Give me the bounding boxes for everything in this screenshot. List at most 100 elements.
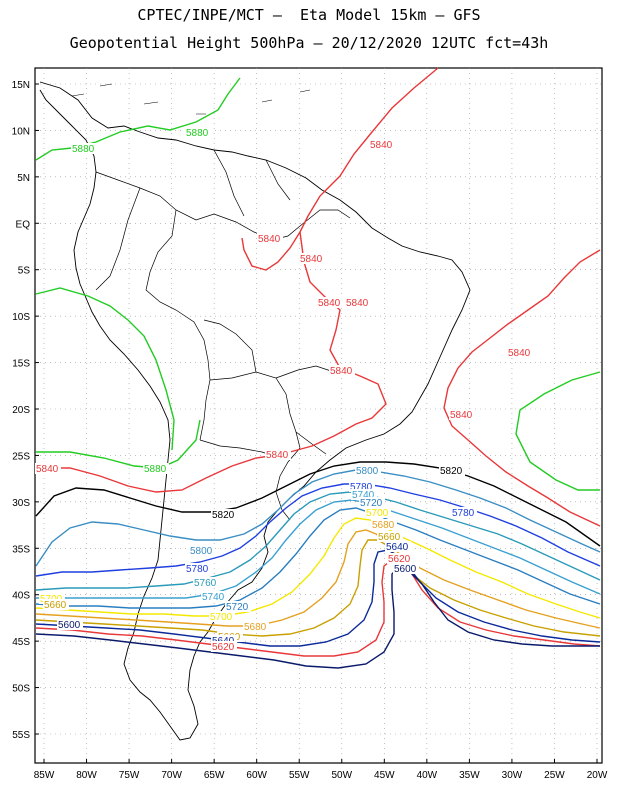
lon-tick-label: 50W: [331, 770, 352, 781]
contour-5880-north: [35, 77, 241, 161]
contour-label-5780: 5780: [452, 508, 475, 519]
contour-label-background: [201, 591, 227, 602]
axis-tick-labels: 15N 10N 5N EQ 5S 10S 15S 20S 25S 30S 35S 40S 45S 50S 5…: [12, 80, 608, 781]
contour-label-background: [193, 577, 219, 588]
contour-label-5840: 5840: [36, 464, 59, 475]
contour-label-background: [185, 563, 211, 574]
contour-5680: [35, 529, 601, 629]
contour-5820: [35, 461, 601, 547]
contour-label-background: [439, 465, 465, 476]
contour-label-5680: 5680: [372, 520, 395, 531]
contour-labels: 5880 5880 5880 5840 5840 5840 5840 5840 5840 5840…: [35, 127, 533, 653]
contour-label-background: [211, 509, 237, 520]
contour-label-background: [329, 365, 355, 376]
contour-label-background: [369, 139, 395, 150]
contour-label-5840: 5840: [508, 348, 531, 359]
contour-label-background: [39, 593, 65, 604]
contour-label-background: [35, 463, 61, 474]
contour-label-5660: 5660: [378, 532, 401, 543]
contour-5760: [35, 491, 601, 591]
contour-label-background: [365, 507, 391, 518]
lon-tick-label: 60W: [246, 770, 267, 781]
contour-label-5720: 5720: [226, 602, 249, 613]
geopotential-contours: [35, 67, 601, 669]
contour-label-5840: 5840: [266, 450, 289, 461]
contour-5840-atlantic: [443, 249, 601, 527]
contour-label-background: [143, 463, 169, 474]
contour-label-5820: 5820: [212, 510, 235, 521]
lon-tick-label: 30W: [502, 770, 523, 781]
lon-tick-label: 35W: [459, 770, 480, 781]
contour-label-5840: 5840: [450, 410, 473, 421]
lat-tick-label: 25S: [12, 451, 30, 462]
contour-label-background: [449, 409, 475, 420]
contour-label-background: [377, 531, 403, 542]
contour-label-5740: 5740: [202, 592, 225, 603]
lon-tick-label: 80W: [76, 770, 97, 781]
contour-label-background: [317, 297, 343, 308]
contour-label-5840: 5840: [330, 366, 353, 377]
contour-label-5780: 5780: [350, 482, 373, 493]
contour-label-5800: 5800: [356, 466, 379, 477]
contour-label-5660: 5660: [44, 600, 67, 611]
contour-5880-west: [35, 287, 175, 451]
lat-tick-label: 5N: [17, 173, 30, 184]
contour-label-background: [211, 641, 237, 652]
lon-tick-label: 45W: [374, 770, 395, 781]
contour-label-5640: 5640: [386, 542, 409, 553]
lon-tick-label: 65W: [204, 770, 225, 781]
contour-label-5840: 5840: [300, 254, 323, 265]
contour-label-background: [71, 143, 97, 154]
contour-label-5720: 5720: [360, 498, 383, 509]
contour-label-5880: 5880: [144, 464, 167, 475]
contour-label-background: [345, 297, 371, 308]
contour-label-5840: 5840: [318, 298, 341, 309]
contour-label-5840: 5840: [370, 140, 393, 151]
contour-label-5820: 5820: [440, 466, 463, 477]
contour-5780: [35, 483, 601, 577]
contour-label-background: [355, 465, 381, 476]
lon-tick-label: 70W: [161, 770, 182, 781]
contour-5880-south-west: [36, 419, 201, 469]
lon-tick-label: 55W: [289, 770, 310, 781]
lat-lon-grid: [35, 68, 602, 763]
lat-tick-label: 5S: [18, 266, 31, 277]
contour-label-5680: 5680: [244, 622, 267, 633]
contour-5840-interior: [269, 231, 387, 457]
contour-label-5760: 5760: [194, 578, 217, 589]
contour-label-background: [43, 599, 69, 610]
contour-label-5780: 5780: [186, 564, 209, 575]
contour-label-5880: 5880: [186, 128, 209, 139]
contour-label-background: [225, 601, 251, 612]
contour-label-background: [359, 497, 385, 508]
contour-label-5840: 5840: [346, 298, 369, 309]
contour-label-5740: 5740: [352, 490, 375, 501]
contour-label-background: [57, 619, 83, 630]
contour-label-background: [393, 563, 419, 574]
contour-5840-south: [36, 455, 271, 493]
contour-label-5700: 5700: [366, 508, 389, 519]
contour-label-background: [257, 233, 283, 244]
contour-label-background: [507, 347, 533, 358]
map-frame: [34, 67, 603, 764]
contour-label-5620: 5620: [212, 642, 235, 653]
lat-tick-label: 15S: [12, 359, 30, 370]
lat-tick-label: 10S: [12, 312, 30, 323]
contour-5660: [35, 539, 601, 637]
contour-label-background: [211, 635, 237, 646]
lat-tick-label: 10N: [12, 126, 30, 137]
contour-label-5800: 5800: [190, 546, 213, 557]
contour-5880-east: [515, 371, 601, 491]
contour-label-5620: 5620: [388, 554, 411, 565]
contour-5620: [35, 559, 601, 657]
lat-tick-label: 40S: [12, 591, 30, 602]
contour-5700: [35, 517, 601, 619]
contour-label-background: [385, 541, 411, 552]
lat-tick-label: 35S: [12, 544, 30, 555]
lat-tick-label: 30S: [12, 498, 30, 509]
contour-label-background: [209, 611, 235, 622]
contour-5720: [35, 507, 601, 609]
contour-label-background: [185, 127, 211, 138]
lat-tick-label: 45S: [12, 637, 30, 648]
